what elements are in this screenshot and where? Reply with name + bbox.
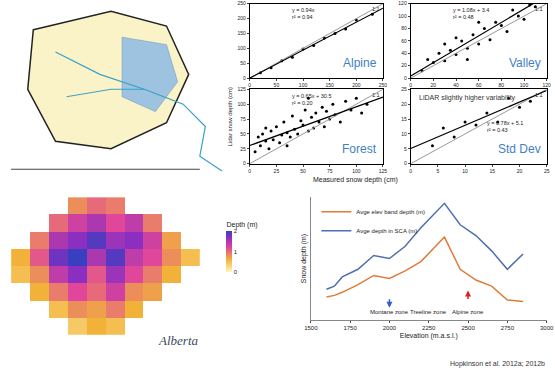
svg-text:50: 50 — [300, 168, 306, 174]
svg-text:25: 25 — [240, 146, 246, 152]
svg-text:Measured snow depth (cm): Measured snow depth (cm) — [313, 176, 398, 184]
svg-text:100: 100 — [520, 82, 529, 88]
svg-text:Avge elev band depth (m): Avge elev band depth (m) — [356, 209, 425, 215]
svg-text:2000: 2000 — [383, 325, 397, 331]
svg-text:20: 20 — [401, 62, 407, 68]
svg-text:y = 0.78x + 5.1r² = 0.43: y = 0.78x + 5.1r² = 0.43 — [487, 120, 523, 133]
svg-text:0: 0 — [404, 75, 407, 81]
svg-text:120: 120 — [398, 0, 407, 6]
svg-text:Depth (m): Depth (m) — [226, 221, 257, 229]
svg-text:80: 80 — [499, 82, 505, 88]
svg-text:75: 75 — [327, 168, 333, 174]
svg-text:3000: 3000 — [540, 325, 554, 331]
svg-text:125: 125 — [379, 168, 388, 174]
svg-text:Avge depth in SCA (m): Avge depth in SCA (m) — [356, 228, 417, 234]
svg-text:15: 15 — [490, 168, 496, 174]
svg-text:250: 250 — [237, 0, 246, 6]
svg-text:Treeline zone: Treeline zone — [410, 309, 447, 315]
svg-text:2750: 2750 — [501, 325, 515, 331]
svg-text:20: 20 — [517, 168, 523, 174]
svg-text:2500: 2500 — [461, 325, 475, 331]
svg-text:100: 100 — [299, 82, 308, 88]
svg-text:0: 0 — [404, 160, 407, 166]
svg-text:1750: 1750 — [343, 325, 357, 331]
svg-text:0: 0 — [248, 168, 251, 174]
svg-text:1:1: 1:1 — [372, 6, 380, 12]
svg-text:100: 100 — [352, 168, 361, 174]
svg-text:y = 0.94xr² = 0.94: y = 0.94xr² = 0.94 — [292, 7, 315, 20]
svg-text:LiDAR slightly higher variabil: LiDAR slightly higher variability — [419, 94, 516, 102]
svg-text:2250: 2250 — [422, 325, 436, 331]
svg-text:125: 125 — [237, 86, 246, 92]
svg-text:80: 80 — [401, 25, 407, 31]
svg-text:100: 100 — [237, 45, 246, 51]
svg-text:1:1: 1:1 — [372, 92, 380, 98]
svg-text:Montane zone: Montane zone — [370, 309, 409, 315]
svg-text:15: 15 — [401, 116, 407, 122]
svg-text:5: 5 — [437, 168, 440, 174]
svg-text:1: 1 — [234, 249, 238, 255]
svg-text:200: 200 — [237, 15, 246, 21]
svg-text:Alpine: Alpine — [343, 56, 377, 70]
svg-text:0: 0 — [243, 75, 246, 81]
svg-text:Alpine zone: Alpine zone — [452, 309, 484, 315]
svg-text:50: 50 — [274, 82, 280, 88]
svg-text:0: 0 — [243, 160, 246, 166]
svg-text:y = 1.08x + 3.4r² = 0.48: y = 1.08x + 3.4r² = 0.48 — [453, 7, 489, 20]
svg-text:Elevation (m.a.s.l.): Elevation (m.a.s.l.) — [400, 332, 458, 340]
svg-text:1500: 1500 — [304, 325, 318, 331]
svg-text:75: 75 — [240, 116, 246, 122]
svg-text:0: 0 — [409, 82, 412, 88]
svg-text:25: 25 — [401, 86, 407, 92]
svg-text:2: 2 — [234, 228, 238, 234]
svg-text:60: 60 — [476, 82, 482, 88]
svg-text:120: 120 — [543, 82, 552, 88]
svg-text:0: 0 — [248, 82, 251, 88]
svg-text:20: 20 — [401, 101, 407, 107]
svg-text:40: 40 — [401, 50, 407, 56]
svg-text:150: 150 — [237, 30, 246, 36]
svg-text:25: 25 — [274, 168, 280, 174]
svg-text:Forest: Forest — [342, 142, 377, 156]
svg-text:10: 10 — [462, 168, 468, 174]
svg-text:Std Dev: Std Dev — [498, 142, 541, 156]
svg-text:60: 60 — [401, 38, 407, 44]
svg-text:50: 50 — [240, 60, 246, 66]
svg-text:200: 200 — [352, 82, 361, 88]
svg-text:50: 50 — [240, 131, 246, 137]
svg-text:y = 0.65x + 30.5r² = 0.20: y = 0.65x + 30.5r² = 0.20 — [292, 93, 331, 106]
svg-text:10: 10 — [401, 131, 407, 137]
svg-text:25: 25 — [544, 168, 550, 174]
svg-text:Lidar snow depth (cm): Lidar snow depth (cm) — [227, 87, 233, 146]
svg-text:Valley: Valley — [509, 56, 541, 70]
svg-text:100: 100 — [237, 101, 246, 107]
svg-text:Hopkinson et al. 2012a; 2012b: Hopkinson et al. 2012a; 2012b — [450, 360, 545, 368]
svg-text:100: 100 — [398, 13, 407, 19]
svg-text:40: 40 — [453, 82, 459, 88]
svg-text:250: 250 — [379, 82, 388, 88]
svg-text:20: 20 — [431, 82, 437, 88]
svg-text:5: 5 — [404, 146, 407, 152]
svg-text:0: 0 — [234, 269, 238, 275]
svg-text:0: 0 — [409, 168, 412, 174]
svg-text:1:1: 1:1 — [535, 92, 543, 98]
svg-text:1:1: 1:1 — [535, 6, 543, 12]
svg-text:Snow depth (m): Snow depth (m) — [300, 234, 308, 283]
svg-text:Alberta: Alberta — [158, 333, 198, 348]
svg-text:150: 150 — [325, 82, 334, 88]
